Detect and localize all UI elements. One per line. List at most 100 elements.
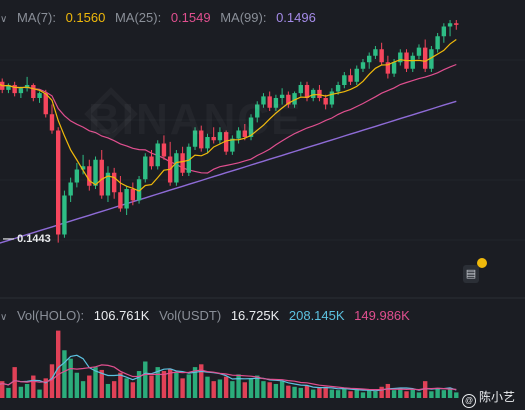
candle-body [435,36,440,50]
vol-ma10-path [0,364,457,391]
candle-body [130,189,136,201]
ma99-value: 0.1496 [276,10,316,25]
volume-bar [454,392,459,398]
volume-bar [124,378,129,398]
low-price-label: — 0.1443 [3,233,51,245]
volume-bar [99,369,104,398]
volume-bars [0,330,459,398]
candle-body [335,85,341,92]
volume-bar [18,386,24,398]
candle-body [230,138,235,152]
candle-body [6,85,11,90]
volume-bar [373,391,378,398]
note-icon[interactable]: ▤ [463,265,479,283]
volume-bar [348,391,353,398]
vol-ma5-value: 208.145K [288,308,345,323]
volume-bar [230,381,235,398]
volume-bar [354,389,359,398]
volume-bar [130,382,136,398]
volume-bar [447,389,453,398]
candle-body [311,89,316,98]
ma99-label: MA(99): [220,10,267,25]
vol-usdt-value: 16.725K [230,308,280,323]
volume-bar [292,386,297,398]
candle-body [161,143,167,157]
candle-body [149,156,154,167]
volume-bar [68,358,73,398]
candle-body [367,55,372,63]
volume-bar [223,376,229,398]
volume-bar [286,385,291,398]
ma25-value: 0.1549 [170,10,211,25]
volume-bar [416,392,422,398]
volume-bar [6,387,11,398]
volume-bar [12,367,17,398]
vol-holo-value: 106.761K [93,308,150,323]
vol-holo-label: Vol(HOLO): [16,308,85,323]
candle-body [80,166,86,170]
ma25-path [0,63,457,174]
candle-body [342,75,347,85]
candle-body [111,172,117,193]
volume-bar [136,371,142,398]
ma7-value: 0.1560 [65,10,106,25]
ma7-path [0,39,457,192]
volume-bar [236,374,241,398]
volume-bar [422,381,428,398]
volume-bar [217,379,223,398]
volume-bar [24,383,30,398]
candle-body [136,179,142,201]
candle-body [379,49,384,63]
candle-body [354,68,359,82]
candle-body [286,94,291,105]
candle-body [447,23,453,27]
candle-body [12,85,17,94]
candle-body [99,159,104,196]
volume-bar [255,375,260,398]
volume-bar [273,383,279,398]
volume-bar [323,386,328,398]
volume-bar [429,391,434,398]
candle-body [56,130,61,235]
volume-bar [56,330,61,398]
candle-body [74,169,80,183]
candle-body [68,182,73,196]
candle-body [304,85,310,98]
volume-bar [342,387,347,398]
candle-body [261,96,266,105]
candle-body [317,89,322,98]
candle-body [211,137,216,141]
candle-body [398,52,403,63]
volume-bar [149,375,154,398]
chevron-down-icon[interactable]: ∨ [0,14,8,25]
low-price-value: 0.1443 [17,233,51,245]
candle-body [329,91,335,105]
volume-bar [311,389,316,398]
candle-body [454,23,459,25]
volume-bar [143,361,148,398]
candle-body [155,143,160,167]
candle-body [118,192,123,209]
grid-lines [0,59,525,241]
volume-bar [31,375,36,398]
volume-bar [174,372,179,398]
candle-body [348,75,353,82]
notification-dot [477,258,487,268]
candle-body [441,26,447,37]
candle-body [43,93,48,115]
candle-body [267,96,272,108]
candle-body [174,153,179,183]
candle-body [205,137,210,149]
chevron-down-icon[interactable]: ∨ [0,312,8,323]
volume-bar [205,376,210,398]
candle-body [323,98,328,105]
ma25-line [0,63,457,174]
candle-body [37,93,42,98]
volume-bar [93,367,98,398]
volume-bar [49,364,55,398]
volume-bar [335,390,341,398]
candle-body [410,55,415,69]
volume-bar [111,381,117,398]
vol-usdt-label: Vol(USDT) [159,308,222,323]
